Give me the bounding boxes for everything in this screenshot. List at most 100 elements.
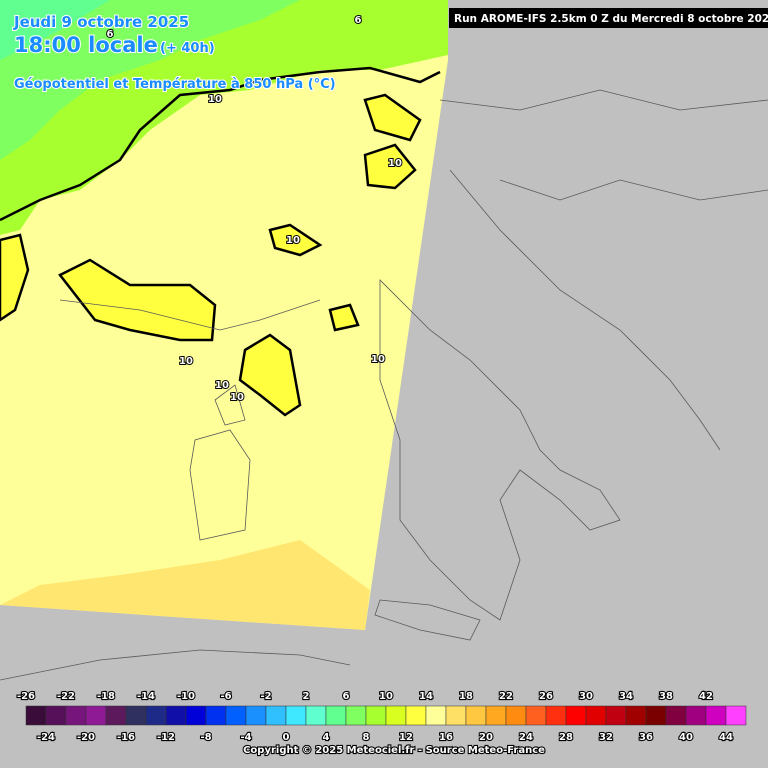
legend-swatch: [345, 705, 367, 726]
border: [59, 299, 321, 331]
legend-swatch: [205, 705, 227, 726]
color-legend: -26-24-22-20-18-16-14-12-10-8-6-4-202468…: [16, 690, 747, 744]
legend-label: 40: [679, 732, 693, 743]
legend-label: 12: [399, 732, 413, 743]
copyright: Copyright © 2025 Meteociel.fr - Source M…: [243, 745, 545, 756]
legend-label: 2: [303, 691, 310, 702]
contour-line: [0, 66, 441, 222]
legend-label: -24: [37, 732, 55, 743]
lead-time: (+ 40h): [160, 41, 215, 56]
contour-label: 10: [215, 380, 229, 391]
contour-10: [328, 303, 360, 332]
legend-label: 32: [599, 732, 613, 743]
legend-swatch: [365, 705, 387, 726]
contour-10: [238, 333, 302, 417]
legend-swatch: [285, 705, 307, 726]
legend-label: -12: [157, 732, 175, 743]
legend-swatch: [445, 705, 467, 726]
legend-label: 34: [619, 691, 633, 702]
field-title: Géopotentiel et Température à 850 hPa (°…: [14, 77, 336, 92]
contour-10: [58, 258, 217, 342]
legend-label: 42: [699, 691, 713, 702]
contour-label: 10: [286, 235, 300, 246]
date: Jeudi 9 octobre 2025: [13, 13, 189, 31]
contour-label: 6: [355, 15, 362, 26]
legend-swatch: [25, 705, 47, 726]
legend-label: 0: [283, 732, 290, 743]
legend-swatch: [225, 705, 247, 726]
border: [439, 89, 768, 111]
legend-label: -14: [137, 691, 155, 702]
border: [499, 179, 768, 201]
contour-10: [363, 143, 417, 190]
legend-swatch: [405, 705, 427, 726]
warm-zone: [0, 540, 370, 630]
legend-swatch: [625, 705, 647, 726]
legend-swatch: [605, 705, 627, 726]
contour-label: 10: [179, 356, 193, 367]
contour-label: 10: [371, 354, 385, 365]
legend-swatch: [105, 705, 127, 726]
legend-label: 36: [639, 732, 653, 743]
legend-label: 24: [519, 732, 533, 743]
legend-label: 10: [379, 691, 393, 702]
coast: [449, 169, 721, 451]
contour-10: [363, 93, 422, 142]
legend-label: -8: [200, 732, 211, 743]
legend-swatch: [505, 705, 527, 726]
legend-swatch: [305, 705, 327, 726]
legend-swatch: [165, 705, 187, 726]
legend-swatch: [465, 705, 487, 726]
contour-10: [268, 223, 323, 257]
legend-label: -2: [260, 691, 271, 702]
legend-swatch: [145, 705, 167, 726]
legend-label: -20: [77, 732, 95, 743]
legend-label: 8: [363, 732, 370, 743]
legend-swatch: [665, 705, 687, 726]
legend-swatch: [45, 705, 67, 726]
contour-10: [0, 233, 30, 322]
legend-label: -10: [177, 691, 195, 702]
legend-swatch: [85, 705, 107, 726]
run-banner: [449, 8, 768, 28]
legend-swatch: [485, 705, 507, 726]
legend-label: 4: [323, 732, 330, 743]
contour-label: 10: [388, 158, 402, 169]
legend-swatch: [545, 705, 567, 726]
contour-label: 6: [107, 29, 114, 40]
legend-swatch: [705, 705, 727, 726]
legend-swatch: [265, 705, 287, 726]
peninsula: [379, 279, 621, 621]
legend-swatch: [185, 705, 207, 726]
legend-label: 30: [579, 691, 593, 702]
legend-swatch: [685, 705, 707, 726]
legend-swatch: [245, 705, 267, 726]
legend-label: 18: [459, 691, 473, 702]
coast: [0, 649, 351, 681]
green-zone-3: [0, 0, 110, 60]
green-zone-2: [0, 0, 300, 160]
legend-label: -6: [220, 691, 231, 702]
legend-swatch: [585, 705, 607, 726]
island: [214, 384, 246, 426]
legend-swatch: [725, 705, 747, 726]
legend-swatch: [565, 705, 587, 726]
legend-label: -26: [17, 691, 35, 702]
legend-label: 44: [719, 732, 733, 743]
legend-swatch: [125, 705, 147, 726]
island: [189, 429, 251, 541]
legend-label: 16: [439, 732, 453, 743]
legend-label: -18: [97, 691, 115, 702]
legend-label: 38: [659, 691, 673, 702]
run-info: Run AROME-IFS 2.5km 0 Z du Mercredi 8 oc…: [454, 13, 768, 25]
legend-label: 14: [419, 691, 433, 702]
legend-label: 22: [499, 691, 513, 702]
contour-label: 10: [208, 94, 222, 105]
island: [374, 599, 481, 641]
legend-swatch: [65, 705, 87, 726]
legend-label: 20: [479, 732, 493, 743]
legend-swatch: [645, 705, 667, 726]
legend-label: -22: [57, 691, 75, 702]
legend-label: -16: [117, 732, 135, 743]
